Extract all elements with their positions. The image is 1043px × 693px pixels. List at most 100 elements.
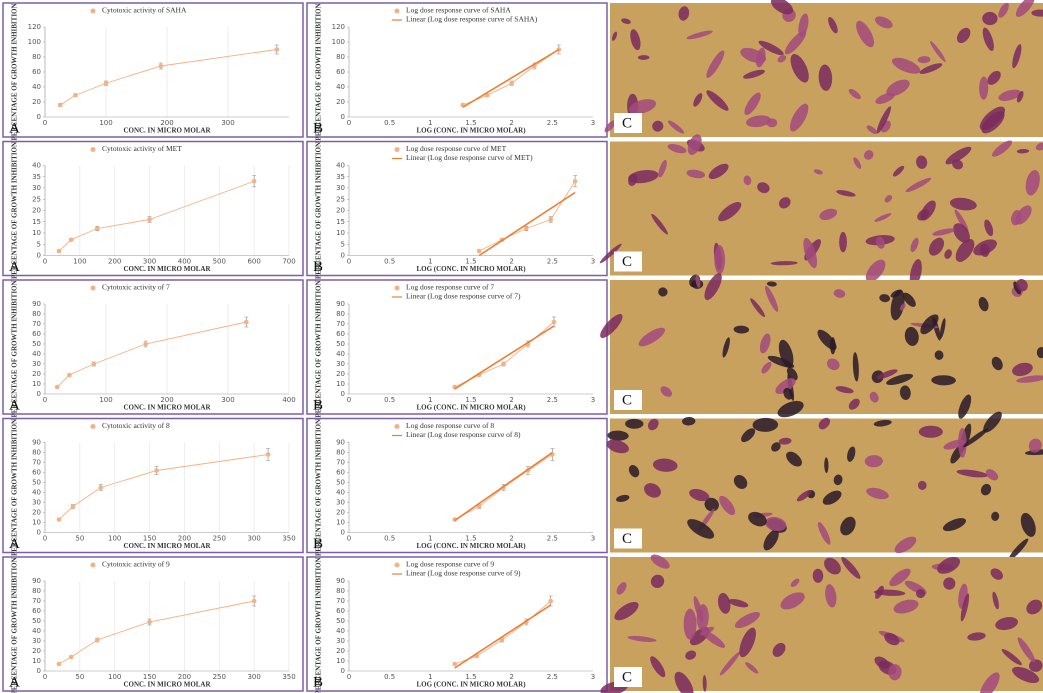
y-tick-label: 80 [336,587,345,595]
legend-marker [394,562,400,568]
x-tick-label: 200 [178,535,191,543]
y-axis-label: PERCENTAGE OF GROWTH INHIBITION [11,142,19,279]
cell [1011,209,1022,226]
x-tick-label: 3 [591,673,595,681]
x-tick-label: 2.5 [547,535,558,543]
cell [904,326,919,346]
cell [963,428,989,448]
y-tick-label: 70 [336,320,345,328]
data-point [501,361,506,367]
x-tick-label: 100 [99,396,112,404]
cell [722,337,730,358]
cell [628,173,638,186]
cell [644,483,661,498]
chart-panel: 0 50 100 150 200 250 300 3500102030405060708090… [2,556,304,693]
x-tick-label: 0 [347,673,351,681]
cell [702,674,707,692]
x-axis-label: LOG (CONC. IN MICRO MOLAR) [416,265,526,273]
y-tick-label: 40 [336,627,345,635]
x-tick-label: 1.5 [465,396,476,404]
micrograph: C [600,273,1043,419]
y-tick-label: 0 [341,529,345,537]
x-tick-label: 0 [347,535,351,543]
data-point [154,468,159,473]
y-axis-label: PERCENTAGE OF GROWTH INHIBITION [315,557,323,693]
cell [884,632,900,646]
cell [956,469,988,478]
label-box [614,251,642,272]
cell [874,656,890,669]
cell [1016,149,1030,154]
x-tick-label: 0.5 [384,673,395,681]
label-box [614,113,642,133]
y-axis-label: PERCENTAGE OF GROWTH INHIBITION [315,142,323,279]
cell [937,556,961,574]
cell [954,209,969,233]
y-tick-label: 90 [336,577,345,585]
x-tick-label: 0.5 [384,535,395,543]
x-axis-label: LOG (CONC. IN MICRO MOLAR) [416,127,526,135]
trend-line [478,191,576,257]
y-tick-label: 90 [336,300,345,308]
y-tick-label: 10 [32,229,41,237]
x-tick-label: 100 [99,119,112,127]
x-tick-label: 0.5 [384,258,395,266]
legend-marker [90,8,96,14]
y-tick-label: 20 [336,647,345,655]
legend-marker [90,424,96,429]
y-tick-label: 80 [336,310,345,318]
cell [818,64,833,91]
cell [817,329,837,351]
y-tick-label: 50 [336,340,345,348]
cell [1012,44,1022,69]
cell [719,495,736,516]
cell [879,294,891,303]
cell [718,202,742,222]
cell [992,140,1013,157]
cell [863,150,874,160]
cell [1012,362,1033,377]
cell [637,55,650,60]
cell [772,642,786,657]
cell [890,289,905,321]
cell [888,664,902,681]
cell [917,480,927,490]
y-tick-label: 30 [336,184,345,192]
cell [889,568,911,587]
x-axis-label: CONC. IN MICRO MOLAR [123,404,211,412]
data-point [452,661,458,667]
panel-label: C [622,531,632,547]
cell [944,249,952,259]
cell [869,391,879,403]
trend-line [454,604,552,669]
y-tick-label: 20 [336,370,345,378]
y-tick-label: 100 [28,38,41,46]
cell [826,358,840,371]
x-tick-label: 300 [247,673,260,681]
cell [658,159,667,178]
micrograph: C [599,134,1043,287]
y-tick-label: 20 [336,509,345,517]
y-tick-label: 60 [32,469,41,477]
cell [852,352,859,382]
y-tick-label: 20 [32,509,41,517]
y-tick-label: 80 [32,587,41,595]
x-tick-label: 1.5 [465,258,476,266]
cell [706,50,725,78]
y-tick-label: 35 [32,173,41,181]
legend-marker [394,147,400,152]
x-axis-label: CONC. IN MICRO MOLAR [123,542,211,550]
cell [695,274,701,288]
legend-label: Cytotoxic activity of SAHA [102,6,187,15]
cell [982,27,994,51]
cell [1028,438,1042,453]
y-axis-label: PERCENTAGE OF GROWTH INHIBITION [315,3,323,140]
panel-label: B [313,536,323,552]
cell [917,56,931,64]
cell [899,303,906,311]
cell [980,483,992,496]
x-tick-label: 400 [178,258,191,266]
y-tick-label: 80 [32,449,41,457]
cell [982,11,998,26]
cell [841,556,861,579]
